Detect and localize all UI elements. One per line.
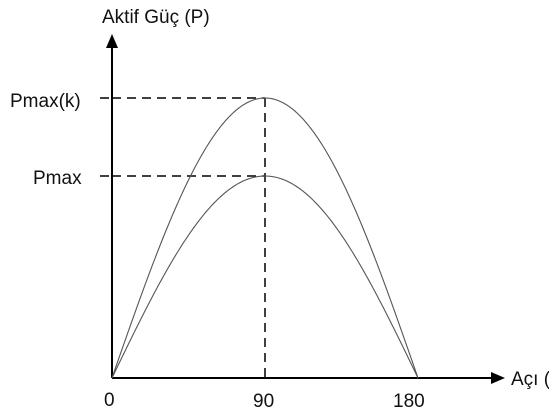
x-tick-90: 90	[253, 391, 274, 412]
x-tick-180: 180	[393, 391, 425, 412]
y-axis-title: Aktif Güç (P)	[102, 7, 210, 28]
x-axis-title: Açı (δ)	[511, 369, 549, 390]
y-axis-arrowhead	[106, 34, 118, 48]
y-tick-pmax: Pmax	[33, 168, 82, 189]
y-tick-pmax-k: Pmax(k)	[10, 91, 81, 112]
curves	[111, 97, 419, 379]
x-axis-arrowhead	[491, 372, 505, 384]
curve-pmax-k	[111, 97, 419, 379]
guide-lines	[100, 97, 266, 378]
curve-pmax	[111, 175, 419, 379]
x-tick-0: 0	[104, 390, 115, 411]
